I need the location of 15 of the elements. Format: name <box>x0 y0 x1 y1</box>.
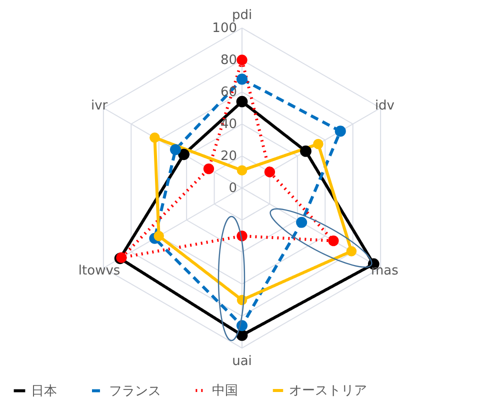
legend-label: 日本 <box>31 384 57 399</box>
spoke-label: pdi <box>232 8 252 24</box>
y-tick-label: 0 <box>228 181 237 196</box>
legend-label: 中国 <box>212 384 238 398</box>
spoke-label: uai <box>232 354 252 369</box>
spoke-label: ivr <box>90 98 108 114</box>
y-tick-label: 20 <box>220 149 237 164</box>
spoke-label: idv <box>374 98 395 114</box>
spoke-label: ltowvs <box>78 263 120 278</box>
legend-label: フランス <box>109 384 161 399</box>
legend-label: オーストリア <box>289 384 367 398</box>
spoke-label: mas <box>371 263 399 278</box>
y-tick-label: 80 <box>220 53 237 68</box>
y-tick-label: 40 <box>220 117 237 132</box>
y-tick-label: 100 <box>212 21 237 36</box>
